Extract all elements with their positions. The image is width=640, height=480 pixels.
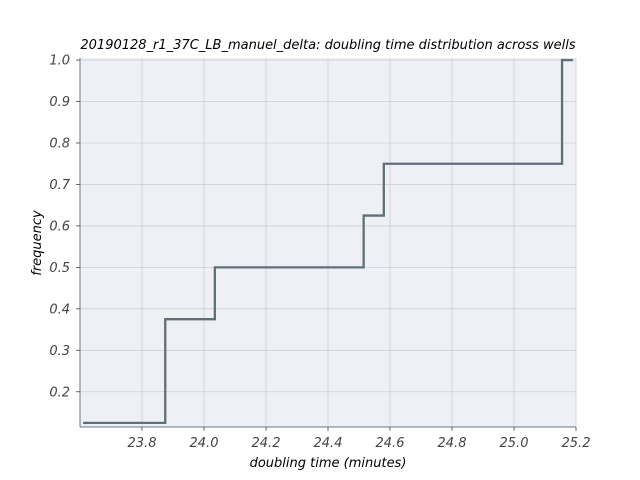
y-tick-label: 0.4 xyxy=(49,302,70,317)
x-tick-label: 23.8 xyxy=(128,436,157,451)
y-axis-label: frequency xyxy=(30,210,45,276)
y-tick-label: 0.5 xyxy=(49,261,70,276)
x-tick-label: 24.8 xyxy=(438,436,467,451)
x-tick-label: 25.2 xyxy=(562,436,591,451)
x-tick-label: 24.2 xyxy=(252,436,281,451)
y-axis-ticks: 0.2 0.3 0.4 0.5 0.6 0.7 0.8 0.9 1.0 xyxy=(49,54,80,400)
x-tick-label: 24.4 xyxy=(314,436,343,451)
step-series-line xyxy=(83,58,573,425)
chart-title: 20190128_r1_37C_LB_manuel_delta: doublin… xyxy=(80,38,575,53)
y-tick-label: 0.9 xyxy=(49,95,70,110)
x-axis-ticks: 23.8 24.0 24.2 24.4 24.6 24.8 25.0 25.2 xyxy=(128,427,591,451)
x-tick-label: 24.0 xyxy=(190,436,219,451)
series-layer xyxy=(83,58,573,425)
y-tick-label: 0.3 xyxy=(49,344,70,359)
y-tick-label: 0.6 xyxy=(49,219,70,234)
grid-lines xyxy=(80,58,577,427)
y-tick-label: 0.7 xyxy=(49,178,70,193)
x-tick-label: 25.0 xyxy=(500,436,529,451)
y-tick-label: 0.8 xyxy=(49,136,70,151)
y-tick-label: 0.2 xyxy=(49,385,70,400)
x-axis-label: doubling time (minutes) xyxy=(250,456,407,471)
x-tick-label: 24.6 xyxy=(376,436,405,451)
y-tick-label: 1.0 xyxy=(49,54,70,69)
